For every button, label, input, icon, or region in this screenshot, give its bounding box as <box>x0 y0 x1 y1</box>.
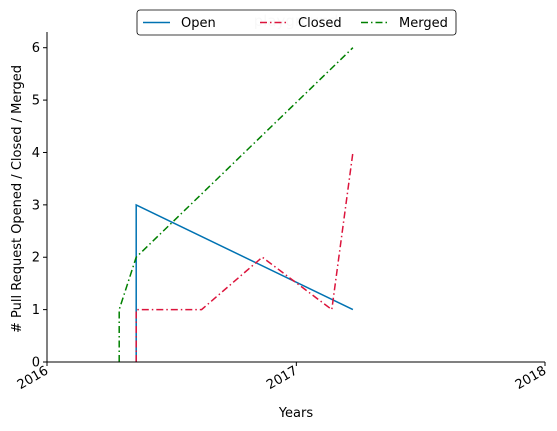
x-ticks: 2016 2017 2018 <box>15 362 549 393</box>
x-tick-label: 2018 <box>513 363 549 393</box>
series-line-open <box>135 203 354 362</box>
legend-label-merged: Merged <box>399 16 448 31</box>
series-layer <box>118 47 354 362</box>
y-ticks: 0 1 2 3 4 5 6 <box>32 41 47 371</box>
y-axis-label: # Pull Request Opened / Closed / Merged <box>10 65 25 333</box>
legend: Open Closed Merged <box>136 9 457 36</box>
legend-box <box>136 9 457 36</box>
x-tick-label: 2017 <box>264 363 300 393</box>
y-tick-label: 4 <box>32 146 40 161</box>
series-line-merged <box>118 47 354 362</box>
legend-label-closed: Closed <box>298 16 342 31</box>
y-tick-label: 2 <box>32 251 40 266</box>
x-axis-label: Years <box>278 406 314 421</box>
y-tick-label: 1 <box>32 303 40 318</box>
axes <box>46 32 545 363</box>
y-tick-label: 0 <box>32 356 40 371</box>
y-tick-label: 3 <box>32 198 40 213</box>
y-tick-label: 6 <box>32 41 40 56</box>
series-line-closed <box>135 152 354 362</box>
y-tick-label: 5 <box>32 94 40 109</box>
legend-label-open: Open <box>181 16 216 31</box>
